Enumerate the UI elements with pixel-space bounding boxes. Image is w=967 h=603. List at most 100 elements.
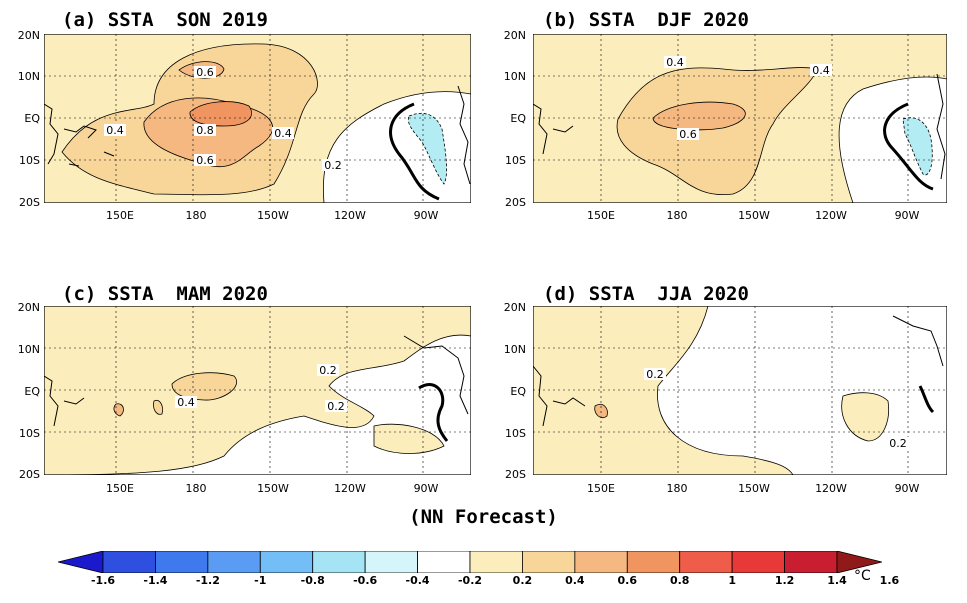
colorbar-segment [102,551,156,573]
lat-label: 10S [19,427,40,440]
lat-label: 20N [503,301,526,314]
lon-label: 150E [106,209,134,222]
colorbar-segment [469,551,523,573]
lon-label: 120W [815,209,847,222]
colorbar-segment [679,551,733,573]
colorbar-tick-label: 1.2 [774,574,795,587]
lat-label: 10S [19,154,40,167]
lon-label: 180 [185,482,207,495]
panel-b-title: (b) SSTA DJF 2020 [543,9,749,31]
lon-label: 150E [106,482,134,495]
lon-label: 90W [894,209,920,222]
lon-label: 180 [666,209,688,222]
lat-label: 10S [505,154,526,167]
panel-a-title: (a) SSTA SON 2019 [62,9,268,31]
contour-fill-0.4 [113,403,124,417]
panel-b-map: 0.4 0.4 0.6 [533,34,947,203]
colorbar-tick-label: -1.2 [195,574,220,587]
lon-label: 150W [257,209,289,222]
colorbar-tick-label: -0.8 [300,574,325,587]
colorbar-tick-label: -1 [254,574,267,587]
lat-label: EQ [24,112,40,125]
contour-fill-negative [902,117,933,176]
forecast-label: (NN Forecast) [409,506,558,528]
lon-label: 90W [894,482,920,495]
lon-label: 150W [738,209,770,222]
colorbar-tick-label: -0.2 [457,574,483,587]
colorbar-segment [522,551,576,573]
contour-label: 0.4 [666,56,684,69]
contour-label: 0.8 [196,124,214,137]
lat-label: 10S [505,427,526,440]
contour-fill-0.2 [373,423,445,454]
lat-label: 20S [19,196,40,209]
colorbar-arrow-right [836,551,882,573]
contour-label: 0.2 [646,368,664,381]
lon-label: 150E [587,209,615,222]
contour-fill-0.4 [171,372,237,401]
colorbar-segment [259,551,314,573]
lat-label: EQ [510,112,526,125]
lon-label: 150W [257,482,289,495]
zero-contour [883,102,934,191]
contour-label: 0.2 [324,159,342,172]
lat-label: 10N [503,70,526,83]
contour-fill-0.4 [616,67,819,196]
lon-label: 120W [334,482,366,495]
contour-label: 0.4 [812,64,830,77]
lon-label: 90W [413,482,439,495]
colorbar-tick-label: 0.4 [565,574,585,587]
coastline [533,73,946,180]
contour-label: 0.6 [679,128,697,141]
contour-label: 0.6 [196,154,214,167]
contour-fill-0.2 [841,392,890,442]
zero-contour [918,385,935,414]
colorbar-tick-label: -1.4 [143,574,168,587]
panel-d-title: (d) SSTA JJA 2020 [543,283,749,305]
colorbar-segment [574,551,628,573]
panel-d-map: 0.2 0.2 [533,306,947,475]
lon-label: 150E [587,482,615,495]
contour-label: 0.4 [274,127,292,140]
contour-label: 0.4 [106,124,124,137]
zero-contour [418,383,449,442]
colorbar-tick-label: 1.6 [879,574,900,587]
colorbar-segment [731,551,785,573]
contour-label: 0.6 [196,66,214,79]
coastline [44,85,471,185]
contour-label: 0.2 [327,400,345,413]
zero-contour [389,102,440,201]
panel-a-map: 0.6 0.8 0.6 0.4 0.4 0.2 [44,34,471,203]
coastline [533,315,944,427]
colorbar-segment [155,551,209,573]
lon-label: 120W [815,482,847,495]
colorbar-segment [207,551,261,573]
lon-label: 90W [413,209,439,222]
lat-label: 10N [17,343,40,356]
lat-label: 20S [19,468,40,481]
contour-label: 0.4 [177,396,195,409]
contour-label: 0.2 [319,364,337,377]
lat-label: 20S [505,468,526,481]
lat-label: 20N [503,29,526,42]
colorbar-arrow-left [58,551,104,573]
colorbar-tick-label: 1.4 [827,574,847,587]
colorbar-tick-label: -0.6 [353,574,378,587]
colorbar-segment [417,551,471,573]
colorbar-segment [626,551,681,573]
colorbar-tick-label: -0.4 [405,574,430,587]
lat-label: EQ [510,385,526,398]
lat-label: 20S [505,196,526,209]
lat-label: 20N [17,301,40,314]
lon-label: 180 [185,209,207,222]
lon-label: 180 [666,482,688,495]
colorbar-tick-label: 0.6 [617,574,638,587]
colorbar-segment [364,551,418,573]
contour-fill-0.4 [153,399,163,415]
lon-label: 120W [334,209,366,222]
lat-label: 10N [503,343,526,356]
lat-label: 20N [17,29,40,42]
contour-fill-0.6 [652,101,746,131]
colorbar-segment [312,551,366,573]
panel-c-title: (c) SSTA MAM 2020 [62,283,268,305]
